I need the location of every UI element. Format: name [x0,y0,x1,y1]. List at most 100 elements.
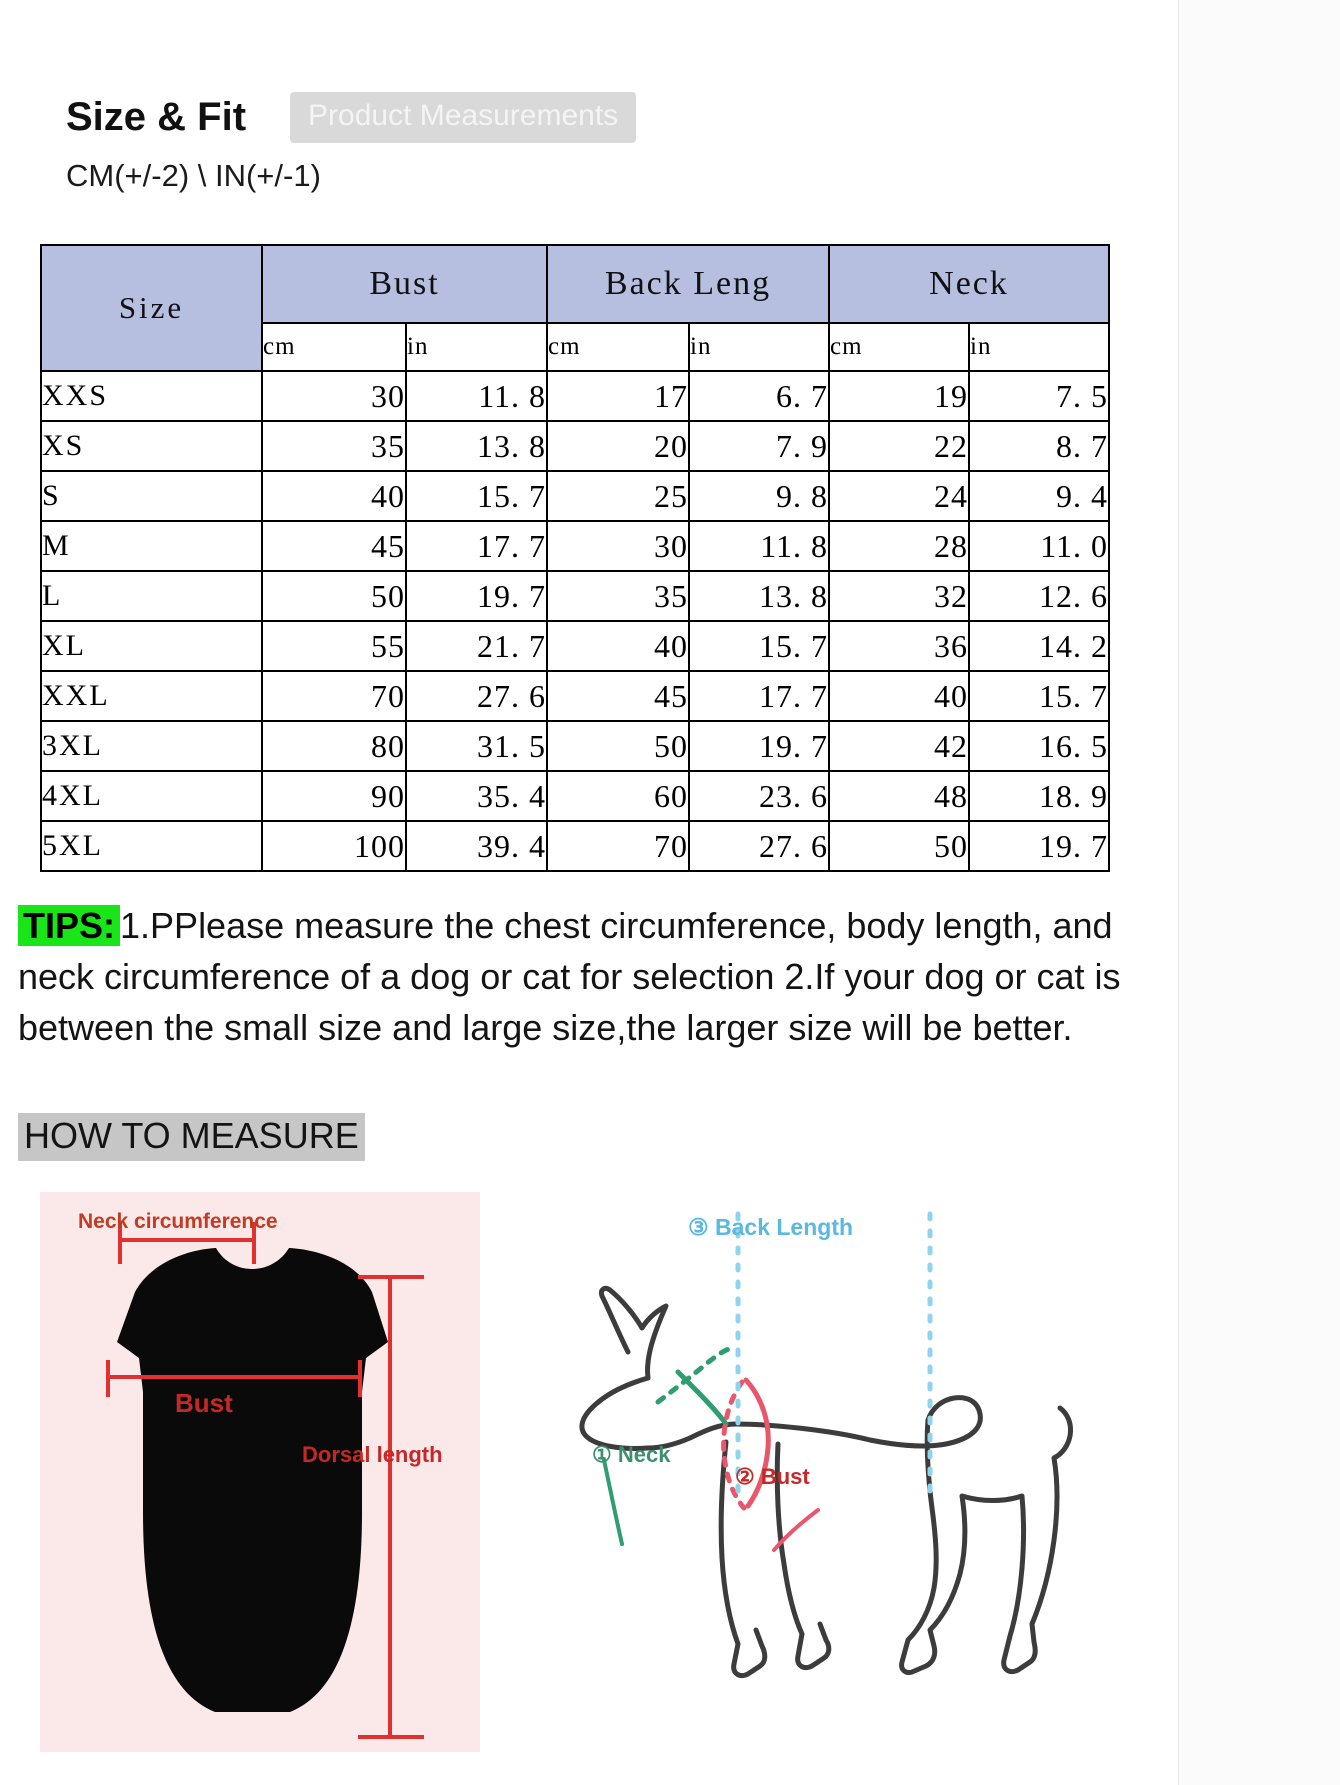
table-row: L 50 19. 7 35 13. 8 32 12. 6 [40,570,1111,622]
table-row: M 45 17. 7 30 11. 8 28 11. 0 [40,520,1111,572]
dog-second-leg [774,1441,832,1671]
unit-header-neck-cm: cm [828,322,971,372]
cell-back-cm: 60 [546,770,691,822]
cell-neck-cm: 32 [828,570,971,622]
cell-size: XS [40,420,263,472]
cell-neck-cm: 50 [828,820,971,872]
neck-arc-solid [675,1369,729,1427]
cell-back-in: 7. 9 [688,420,831,472]
cell-neck-cm: 36 [828,620,971,672]
cell-neck-in: 11. 0 [968,520,1111,572]
cell-neck-cm: 22 [828,420,971,472]
cell-back-cm: 50 [546,720,691,772]
column-header-bust: Bust [260,244,549,324]
label-bust: Bust [175,1388,233,1418]
dog-body-outline [579,1285,1073,1675]
size-chart-page: Size & Fit Product Measurements CM(+/-2)… [18,92,1178,1752]
cell-size: 3XL [40,720,263,772]
bust-arc-solid [743,1377,771,1509]
cell-size: XL [40,620,263,672]
cell-back-cm: 25 [546,470,691,522]
how-to-measure-heading: HOW TO MEASURE [18,1113,365,1161]
cell-back-cm: 30 [546,520,691,572]
cell-neck-in: 16. 5 [968,720,1111,772]
cell-back-in: 11. 8 [688,520,831,572]
unit-header-back-cm: cm [546,322,691,372]
unit-header-back-in: in [688,322,831,372]
cell-neck-cm: 24 [828,470,971,522]
cell-back-in: 27. 6 [688,820,831,872]
cell-bust-in: 39. 4 [404,820,549,872]
product-measurements-badge: Product Measurements [290,92,637,143]
cell-neck-cm: 42 [828,720,971,772]
cell-bust-cm: 50 [261,570,407,622]
header: Size & Fit Product Measurements [66,92,637,143]
table-row: 5XL 100 39. 4 70 27. 6 50 19. 7 [40,820,1111,872]
table-row: 3XL 80 31. 5 50 19. 7 42 16. 5 [40,720,1111,772]
tips-block: TIPS: 1.PPlease measure the chest circumf… [18,900,1168,1053]
cell-size: M [40,520,263,572]
table-row: XXL 70 27. 6 45 17. 7 40 15. 7 [40,670,1111,722]
tips-label: TIPS: [18,905,121,946]
diagram-shirt: Neck circumference Bust Dorsal length [40,1192,480,1752]
cell-back-cm: 20 [546,420,691,472]
cell-bust-cm: 100 [261,820,407,872]
label-dorsal-length: Dorsal length [302,1442,443,1467]
cell-back-in: 6. 7 [688,370,831,422]
table-body: XXS 30 11. 8 17 6. 7 19 7. 5 XS 35 13. 8 20 7. 9 22 8… [40,370,1111,872]
cell-back-cm: 35 [546,570,691,622]
unit-header-neck-in: in [968,322,1111,372]
label-bust-dog: ② Bust [735,1464,810,1489]
cell-back-cm: 70 [546,820,691,872]
cell-back-in: 15. 7 [688,620,831,672]
table-row: 4XL 90 35. 4 60 23. 6 48 18. 9 [40,770,1111,822]
cell-back-cm: 45 [546,670,691,722]
bust-leader-line [772,1508,820,1552]
cell-size: L [40,570,263,622]
cell-bust-in: 21. 7 [404,620,549,672]
cell-back-in: 17. 7 [688,670,831,722]
label-neck-circumference: Neck circumference [78,1210,278,1233]
cell-neck-in: 19. 7 [968,820,1111,872]
column-header-neck: Neck [828,244,1111,324]
column-header-size: Size [40,244,263,372]
page-right-gutter [1178,0,1340,1785]
cell-bust-in: 13. 8 [404,420,549,472]
table-unit-header-row: cm in cm in cm in [41,322,1111,372]
label-back-length: ③ Back Length [688,1214,854,1240]
cell-bust-in: 11. 8 [404,370,549,422]
cell-neck-in: 18. 9 [968,770,1111,822]
page-title: Size & Fit [66,95,247,139]
cell-bust-cm: 40 [261,470,407,522]
bust-arc-dotted [721,1379,747,1511]
table-row: XL 55 21. 7 40 15. 7 36 14. 2 [40,620,1111,672]
cell-neck-cm: 28 [828,520,971,572]
diagram-dog: ③ Back Length ① Neck ② Bust [530,1192,1178,1752]
cell-bust-cm: 70 [261,670,407,722]
cell-bust-in: 31. 5 [404,720,549,772]
cell-bust-cm: 45 [261,520,407,572]
cell-neck-cm: 40 [828,670,971,722]
cell-neck-cm: 19 [828,370,971,422]
label-neck: ① Neck [592,1442,671,1467]
cell-neck-in: 14. 2 [968,620,1111,672]
cell-back-in: 23. 6 [688,770,831,822]
cell-neck-cm: 48 [828,770,971,822]
cell-back-in: 19. 7 [688,720,831,772]
dog-diagram-svg [579,1211,1073,1679]
column-header-back-length: Back Leng [546,244,831,324]
table-row: S 40 15. 7 25 9. 8 24 9. 4 [40,470,1111,522]
cell-bust-in: 15. 7 [404,470,549,522]
unit-header-bust-cm: cm [261,322,407,372]
cell-back-in: 13. 8 [688,570,831,622]
table-group-header-row: Size Bust Back Leng Neck [40,244,1111,372]
cell-neck-in: 9. 4 [968,470,1111,522]
shirt-diagram-svg [106,1222,424,1739]
cell-neck-in: 8. 7 [968,420,1111,472]
cell-bust-in: 35. 4 [404,770,549,822]
cell-neck-in: 12. 6 [968,570,1111,622]
neck-arc-dotted [655,1345,735,1405]
cell-size: XXS [40,370,263,422]
cell-size: XXL [40,670,263,722]
table-row: XXS 30 11. 8 17 6. 7 19 7. 5 [40,370,1111,422]
